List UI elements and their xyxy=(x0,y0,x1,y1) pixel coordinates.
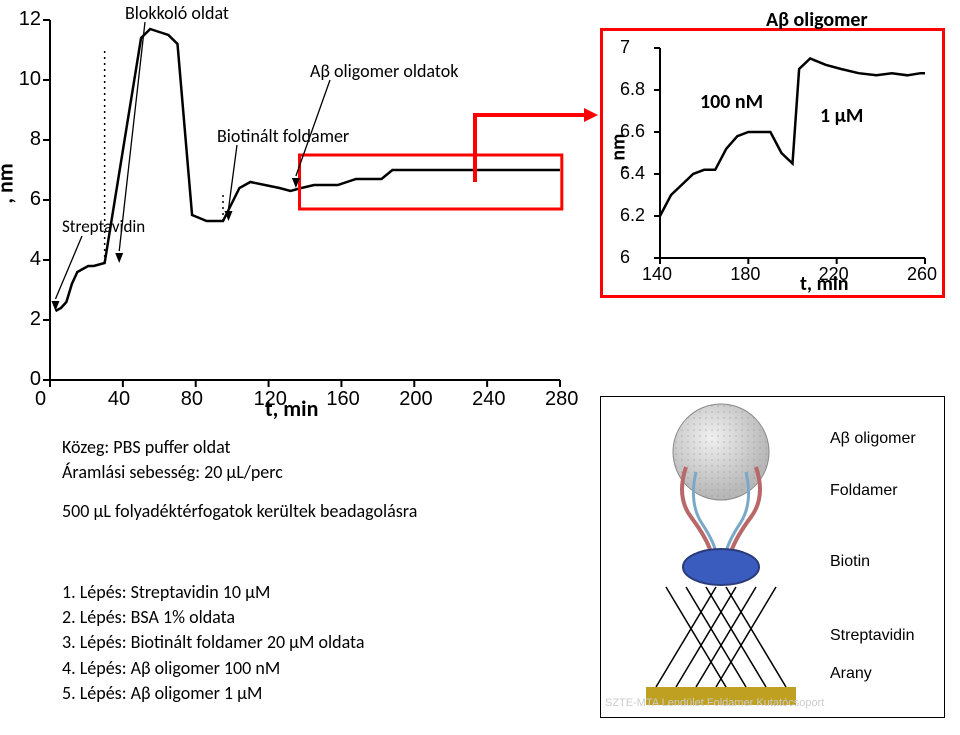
info-line: Áramlási sebesség: 20 μL/perc xyxy=(62,460,417,485)
left-xtick: 200 xyxy=(399,388,432,411)
left-annotation-2: Aβ oligomer oldatok xyxy=(310,60,458,82)
left-xlabel: t, min xyxy=(265,395,318,422)
left-xtick: 240 xyxy=(472,388,505,411)
step-3: 3. Lépés: Biotinált foldamer 20 μM oldat… xyxy=(62,630,364,655)
left-ytick: 0 xyxy=(15,368,41,391)
left-xtick: 280 xyxy=(545,388,578,411)
right-annotation-0: 100 nM xyxy=(700,90,763,114)
left-annotation-3: Streptavidin xyxy=(62,216,145,237)
left-ytick: 8 xyxy=(15,128,41,151)
schematic-label-4: Arany xyxy=(830,665,872,683)
left-xtick: 160 xyxy=(326,388,359,411)
right-xtick: 260 xyxy=(907,264,937,285)
watermark: SZTE-MTA Lendület Foldamer Kutatócsoport xyxy=(605,697,824,709)
step-4: 4. Lépés: Aβ oligomer 100 nM xyxy=(62,656,364,681)
left-annotation-1: Biotinált foldamer xyxy=(217,125,349,147)
right-xlabel: t, min xyxy=(800,272,849,296)
left-ytick: 4 xyxy=(15,248,41,271)
left-annotation-0: Blokkoló oldat xyxy=(125,2,229,24)
right-xtick: 180 xyxy=(730,264,760,285)
right-annotation-1: 1 μM xyxy=(820,104,863,128)
schematic-label-0: Aβ oligomer xyxy=(830,430,916,448)
right-ytick: 7 xyxy=(620,37,630,58)
left-xtick: 80 xyxy=(181,388,203,411)
left-ytick: 2 xyxy=(15,308,41,331)
step-2: 2. Lépés: BSA 1% oldata xyxy=(62,605,364,630)
schematic-label-3: Streptavidin xyxy=(830,627,915,645)
info-line: Közeg: PBS puffer oldat xyxy=(62,435,417,460)
left-chart: 04080120160200240280024681012 , nm t, mi… xyxy=(0,0,600,410)
left-ytick: 10 xyxy=(15,68,41,91)
schematic-label-2: Biotin xyxy=(830,553,870,571)
step-1: 1. Lépés: Streptavidin 10 μM xyxy=(62,580,364,605)
left-xtick: 0 xyxy=(35,388,46,411)
right-xtick: 140 xyxy=(642,264,672,285)
right-ytick: 6 xyxy=(620,247,630,268)
left-ytick: 12 xyxy=(15,8,41,31)
schematic-label-1: Foldamer xyxy=(830,482,898,500)
steps-list: 1. Lépés: Streptavidin 10 μM2. Lépés: BS… xyxy=(62,580,364,706)
info-line: 500 μL folyadéktérfogatok kerültek beada… xyxy=(62,499,417,524)
right-ytick: 6.2 xyxy=(620,205,645,226)
left-xtick: 40 xyxy=(108,388,130,411)
right-ytick: 6.8 xyxy=(620,79,645,100)
step-5: 5. Lépés: Aβ oligomer 1 μM xyxy=(62,681,364,706)
right-ylabel: , nm xyxy=(606,134,630,171)
left-ylabel: , nm xyxy=(0,163,19,203)
left-ytick: 6 xyxy=(15,188,41,211)
medium-flow-text: Közeg: PBS puffer oldatÁramlási sebesség… xyxy=(62,435,417,525)
left-chart-svg xyxy=(0,0,600,410)
right-header: Aβ oligomer xyxy=(766,8,868,32)
